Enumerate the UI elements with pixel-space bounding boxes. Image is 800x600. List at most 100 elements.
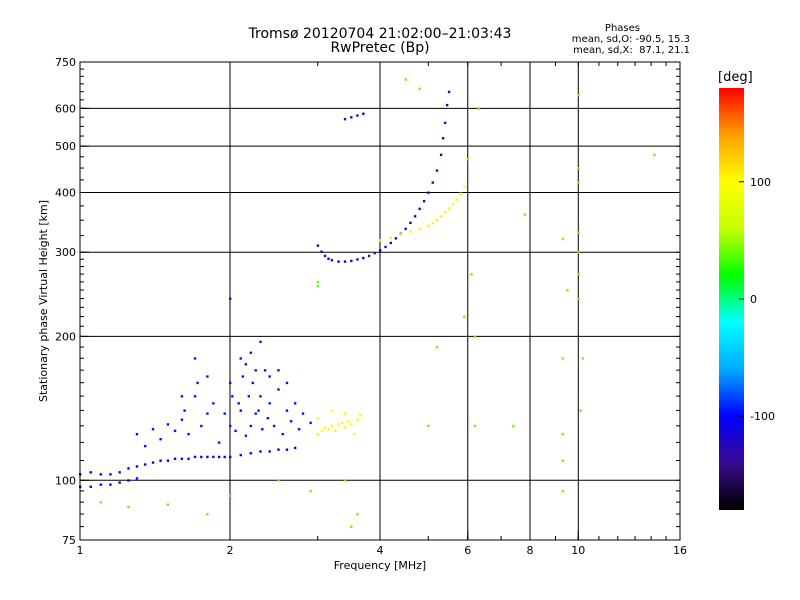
data-point [135,465,139,468]
data-point [579,409,582,412]
x-tick-label: 10 [571,544,585,557]
data-point [277,448,280,451]
data-point [293,446,297,450]
data-point [99,501,103,504]
data-point [180,457,184,461]
data-point [356,114,359,117]
data-point [413,215,417,218]
data-point [193,395,197,398]
data-point [127,505,130,509]
data-point [309,489,312,493]
data-point [89,485,92,489]
data-point [239,453,242,457]
data-point [343,426,347,429]
grid-lines [80,62,680,540]
data-point [384,245,387,249]
data-point [89,471,92,474]
y-tick-label: 300 [55,246,76,259]
data-point [473,335,477,338]
data-point [229,455,232,459]
data-point [330,409,334,412]
data-point [320,429,323,433]
data-point [135,432,139,436]
data-point [301,412,305,415]
data-point [206,412,209,415]
data-point [477,107,480,110]
data-point [343,260,347,263]
data-point [229,297,232,300]
data-point [259,340,262,344]
data-point [463,185,466,188]
data-point [441,137,445,140]
data-point [239,357,242,360]
data-point [266,416,270,420]
data-point [418,227,421,231]
data-point [350,259,353,263]
data-point [409,230,412,233]
data-point [249,424,253,428]
data-point [285,409,289,412]
data-point [422,199,426,203]
data-point [254,412,257,415]
data-point [466,158,470,161]
x-tick-label: 6 [464,544,471,557]
x-tick-label: 1 [77,544,84,557]
colorbar-tick-label: 0 [750,293,757,306]
data-point [223,412,226,415]
data-point [350,116,353,119]
data-point [577,297,580,300]
data-point [435,218,439,222]
data-point [166,423,170,426]
stats-o-mode: mean, sd,O: -90.5, 15.3 [571,34,690,45]
data-point [234,429,237,433]
data-point [263,369,267,372]
data-point [418,87,421,90]
data-point [277,369,280,372]
data-point [268,402,271,405]
data-point [272,424,276,428]
data-point [99,473,103,476]
data-point [166,503,170,506]
data-point [249,452,253,455]
data-point [187,432,190,436]
data-point [239,409,242,412]
data-point [212,402,215,405]
data-point [404,227,407,231]
data-point [394,237,398,240]
data-point [193,357,197,360]
data-point [427,424,430,428]
data-point [244,363,248,366]
data-point [127,479,130,482]
data-point [229,381,232,385]
data-point [389,236,392,239]
data-point [439,153,443,157]
data-point [200,424,203,428]
data-point [561,459,564,462]
data-point [418,207,421,211]
data-point [389,241,392,245]
data-point [109,483,112,486]
data-point [268,375,271,378]
data-point [309,421,312,425]
data-point [212,455,215,459]
data-point [427,191,430,194]
data-point [447,90,451,94]
data-point [257,409,260,412]
data-point [356,418,359,421]
chart-title: Tromsø 20120704 21:02:00–21:03:43 [248,26,512,42]
x-tick-label: 8 [527,544,534,557]
data-point [379,239,382,242]
data-point [159,437,162,441]
data-point [127,467,130,470]
data-point [254,369,257,372]
data-point [281,432,284,436]
data-point [118,471,121,474]
data-point [473,424,477,428]
data-point [561,489,564,493]
data-point [217,455,221,459]
data-point [337,423,340,426]
y-tick-label: 600 [55,102,76,115]
data-point [404,78,407,81]
data-point [173,457,177,461]
